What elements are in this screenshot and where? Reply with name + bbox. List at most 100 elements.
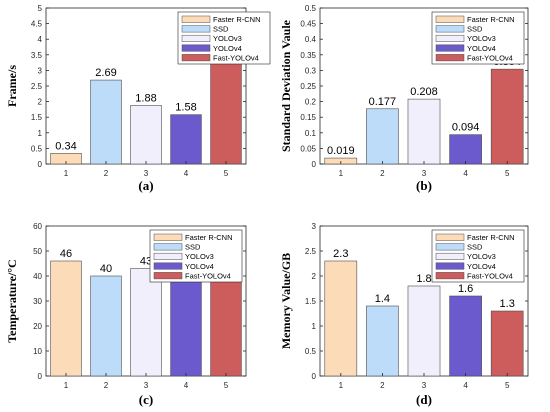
y-tick-label: 0 xyxy=(312,372,317,381)
legend-swatch xyxy=(181,44,211,52)
legend-entry: Fast-YOLOv4 xyxy=(467,53,513,62)
legend-entry: Faster R-CNN xyxy=(467,15,515,24)
x-tick-label: 5 xyxy=(224,381,229,390)
panel-caption: (a) xyxy=(138,178,153,193)
y-tick-label: 0 xyxy=(312,160,317,169)
legend-swatch xyxy=(153,243,183,251)
x-tick-label: 2 xyxy=(380,381,385,390)
legend-entry: YOLOv3 xyxy=(213,34,242,43)
bar-3 xyxy=(407,285,441,377)
legend-entry: YOLOv4 xyxy=(467,44,496,53)
legend-entry: Faster R-CNN xyxy=(467,233,515,242)
bar-5 xyxy=(210,278,242,377)
y-tick-label: 10 xyxy=(33,347,42,356)
y-axis-label: Frame/s xyxy=(5,65,19,107)
data-label: 2.3 xyxy=(333,248,348,260)
bar-2 xyxy=(90,275,122,377)
data-label: 1.3 xyxy=(500,298,515,310)
legend-entry: YOLOv4 xyxy=(213,44,242,53)
legend-swatch xyxy=(435,54,465,62)
y-tick-label: 40 xyxy=(33,272,42,281)
bar-2 xyxy=(90,79,122,165)
y-tick-label: 0.15 xyxy=(300,113,316,122)
y-tick-label: 0.2 xyxy=(305,98,317,107)
y-tick-label: 3 xyxy=(38,66,43,75)
legend-swatch xyxy=(153,252,183,260)
data-label: 0.34 xyxy=(55,140,76,152)
legend-entry: Faster R-CNN xyxy=(185,233,233,242)
y-tick-label: 4.5 xyxy=(31,20,43,29)
legend-entry: YOLOv4 xyxy=(467,262,496,271)
data-label: 1.58 xyxy=(175,102,196,114)
data-label: 40 xyxy=(100,263,112,275)
bar-2 xyxy=(366,108,399,165)
x-tick-label: 5 xyxy=(505,381,510,390)
y-tick-label: 0.5 xyxy=(305,347,317,356)
y-tick-label: 0.05 xyxy=(300,144,316,153)
y-tick-label: 0 xyxy=(38,160,43,169)
data-label: 0.094 xyxy=(452,122,480,134)
y-tick-label: 4 xyxy=(38,35,43,44)
legend-swatch xyxy=(181,25,211,33)
bar-3 xyxy=(407,98,441,165)
legend-entry: Fast-YOLOv4 xyxy=(467,271,513,280)
data-label: 0.177 xyxy=(369,96,397,108)
y-axis-label: Standard Deviation Vaule xyxy=(279,19,293,152)
data-label: 0.019 xyxy=(327,145,355,157)
legend-swatch xyxy=(435,252,465,260)
y-axis-label: Memory Value/GB xyxy=(279,253,293,349)
legend-entry: SSD xyxy=(467,25,483,34)
y-tick-label: 1.5 xyxy=(305,297,317,306)
y-tick-label: 0.4 xyxy=(305,35,317,44)
y-tick-label: 0.1 xyxy=(305,129,317,138)
data-label: 1.4 xyxy=(375,293,390,305)
bar-2 xyxy=(366,305,399,377)
y-tick-label: 0.3 xyxy=(305,66,317,75)
data-label: 1.6 xyxy=(458,283,473,295)
chart-panel-3: 0102030405060146240343442539Temperature/… xyxy=(5,222,247,407)
y-tick-label: 3.5 xyxy=(31,51,43,60)
legend-entry: SSD xyxy=(213,25,229,34)
y-tick-label: 0 xyxy=(38,372,43,381)
data-label: 46 xyxy=(60,248,72,260)
x-tick-label: 3 xyxy=(422,169,427,178)
chart-panel-2: 0 0.05 0.1 0.15 0.2 0.25 0.3 0.35 0.4 0.45 0.5 1 0.0… xyxy=(279,4,529,193)
legend-entry: Fast-YOLOv4 xyxy=(213,53,259,62)
data-label: 0.208 xyxy=(410,86,438,98)
data-label: 1.88 xyxy=(135,92,156,104)
panel-caption: (b) xyxy=(416,178,432,193)
bar-4 xyxy=(170,270,202,377)
y-tick-label: 60 xyxy=(33,222,42,231)
legend-swatch xyxy=(435,233,465,241)
legend-entry: Fast-YOLOv4 xyxy=(185,271,231,280)
bar-4 xyxy=(449,295,482,377)
y-axis-label: Temperature/°C xyxy=(5,259,19,342)
data-label: 2.69 xyxy=(95,67,116,79)
y-tick-label: 50 xyxy=(33,247,42,256)
x-tick-label: 1 xyxy=(64,169,69,178)
data-label: 43 xyxy=(140,256,152,268)
x-tick-label: 4 xyxy=(463,169,468,178)
legend-entry: Faster R-CNN xyxy=(213,15,261,24)
y-tick-label: 2 xyxy=(312,272,317,281)
y-tick-label: 20 xyxy=(33,322,42,331)
y-tick-label: 0.5 xyxy=(31,144,43,153)
legend-entry: YOLOv3 xyxy=(467,252,496,261)
legend-entry: SSD xyxy=(185,243,201,252)
x-tick-label: 3 xyxy=(144,169,149,178)
data-label: 1.8 xyxy=(416,273,431,285)
y-tick-label: 3 xyxy=(312,222,317,231)
y-tick-label: 2 xyxy=(38,98,43,107)
x-tick-label: 1 xyxy=(339,381,344,390)
y-tick-label: 1 xyxy=(312,322,317,331)
y-tick-label: 2.5 xyxy=(305,247,317,256)
y-tick-label: 0.35 xyxy=(300,51,316,60)
x-tick-label: 5 xyxy=(505,169,510,178)
legend-swatch xyxy=(435,262,465,270)
panel-caption: (d) xyxy=(416,392,432,407)
legend-entry: SSD xyxy=(467,243,483,252)
legend-entry: YOLOv3 xyxy=(185,252,214,261)
